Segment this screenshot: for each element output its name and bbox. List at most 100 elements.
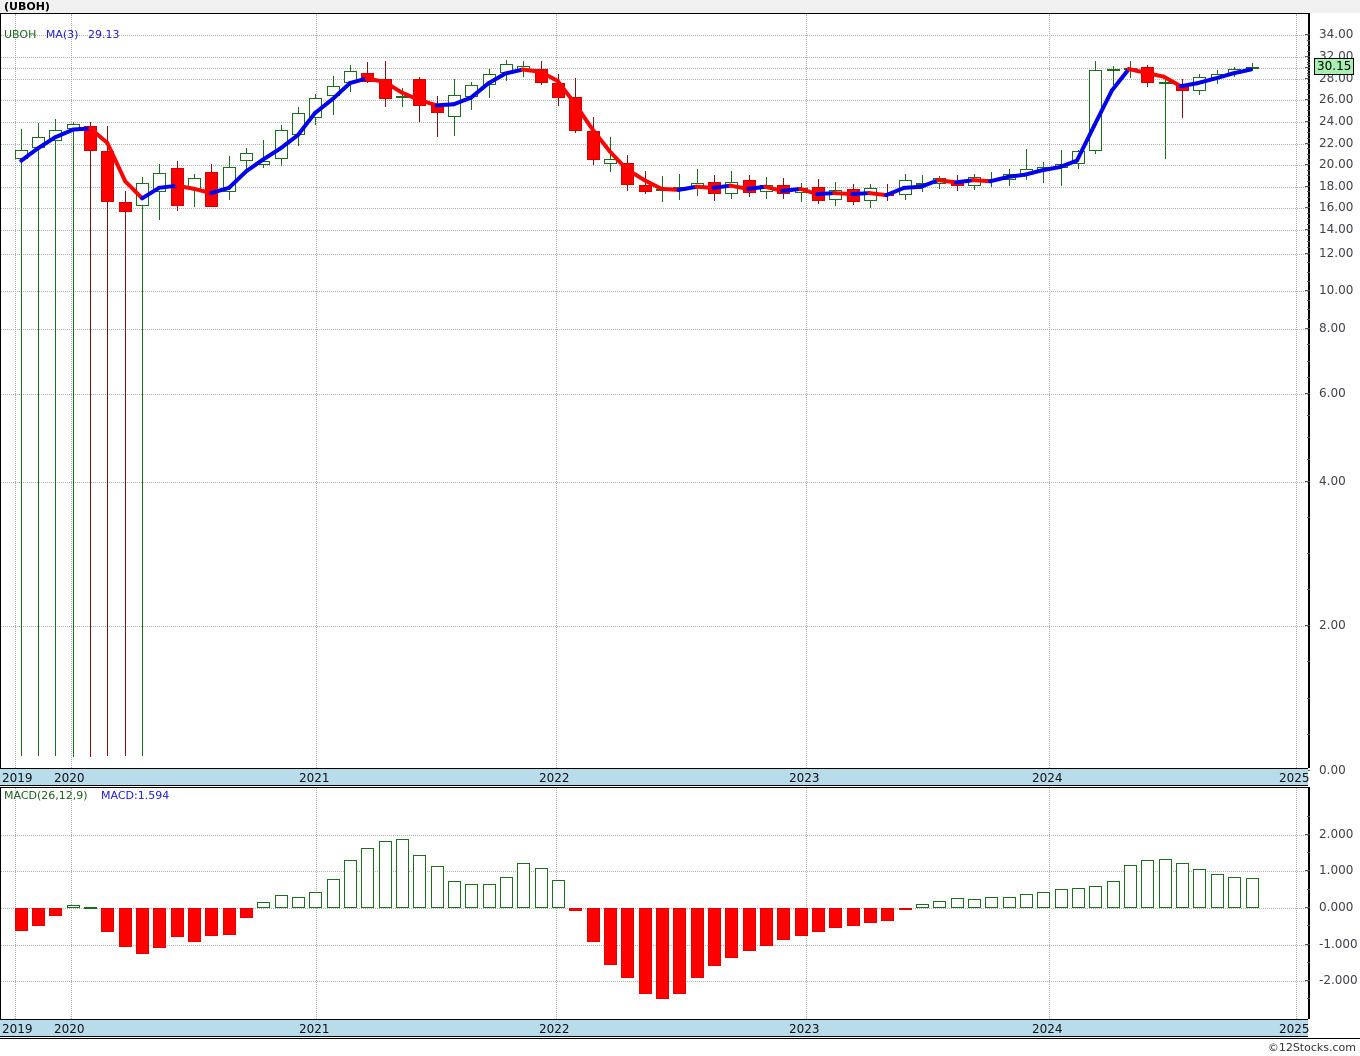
y-axis-minor-tick <box>1307 110 1310 111</box>
macd-bar <box>1124 865 1137 908</box>
macd-bar <box>933 901 946 908</box>
y-axis-label: 2.00 <box>1319 618 1346 632</box>
y-axis-label: 14.00 <box>1319 222 1354 236</box>
macd-bar <box>812 908 825 933</box>
macd-bar <box>257 901 270 908</box>
y-axis-minor-tick <box>1307 517 1310 518</box>
macd-bar <box>968 898 981 908</box>
y-axis-minor-tick <box>1307 121 1310 122</box>
y-axis-minor-tick <box>1307 153 1310 155</box>
y-axis-label: 18.00 <box>1319 179 1354 193</box>
gridline-vertical <box>1296 788 1297 1019</box>
price-y-axis: 30.15 34.0032.0030.0028.0026.0024.0022.0… <box>1305 13 1360 776</box>
macd-y-minor-tick <box>1307 925 1310 927</box>
y-axis-minor-tick <box>1307 201 1310 203</box>
macd-bar <box>604 908 617 965</box>
y-axis-minor-tick <box>1307 437 1310 438</box>
gridline <box>1 100 1308 101</box>
gridline <box>1 626 1308 627</box>
macd-bar <box>15 908 28 931</box>
y-axis-minor-tick <box>1307 78 1310 79</box>
macd-legend: MACD(26,12,9) MACD:1.594 <box>4 790 169 802</box>
y-axis-minor-tick <box>1307 143 1310 144</box>
gridline <box>1 144 1308 145</box>
bottom-divider <box>0 1038 1360 1039</box>
macd-bar <box>673 908 686 995</box>
y-axis-minor-tick <box>1307 158 1310 160</box>
y-axis-minor-tick <box>1307 75 1310 77</box>
gridline <box>1 908 1308 909</box>
y-axis-minor-tick <box>1307 104 1310 106</box>
gridline <box>1 871 1308 873</box>
macd-bar <box>84 906 97 909</box>
macd-bar <box>517 862 530 908</box>
price-gridlines <box>1 14 1308 768</box>
y-axis-label: 8.00 <box>1319 321 1346 335</box>
gridline <box>1 208 1308 209</box>
macd-bar <box>552 880 565 908</box>
macd-bar <box>431 865 444 908</box>
x-axis-label: 2023 <box>789 771 820 785</box>
candle-body <box>240 153 253 161</box>
macd-bar <box>483 884 496 908</box>
y-axis-minor-tick <box>1307 99 1310 100</box>
gridline <box>1 329 1308 330</box>
gridline-vertical <box>316 14 317 768</box>
candle-wick <box>125 191 126 757</box>
macd-bar <box>1089 886 1102 908</box>
y-axis-label: 34.00 <box>1319 27 1354 41</box>
macd-bar <box>32 908 45 927</box>
macd-y-minor-tick <box>1307 980 1310 982</box>
macd-bar <box>1020 894 1033 908</box>
y-axis-minor-tick <box>1307 64 1310 66</box>
gridline <box>1 122 1308 123</box>
macd-bar <box>881 908 894 922</box>
y-axis-minor-tick <box>1307 589 1310 590</box>
y-axis-minor-tick <box>1307 344 1310 346</box>
x-axis-label: 2021 <box>299 771 330 785</box>
y-axis-minor-tick <box>1307 56 1310 57</box>
gridline-vertical <box>71 788 72 1019</box>
y-axis-minor-tick <box>1307 318 1310 320</box>
y-axis-label: 20.00 <box>1319 157 1354 171</box>
macd-bar <box>916 904 929 908</box>
macd-legend-value: MACD:1.594 <box>101 789 170 802</box>
macd-bar <box>864 908 877 924</box>
macd-bar <box>101 908 114 933</box>
y-axis-minor-tick <box>1307 196 1310 198</box>
y-axis-label: 0.00 <box>1319 763 1346 777</box>
gridline <box>1 482 1308 483</box>
macd-bar <box>309 891 322 908</box>
y-axis-minor-tick <box>1307 229 1310 230</box>
macd-bar <box>171 908 184 938</box>
macd-y-minor-tick <box>1307 870 1310 872</box>
y-axis-minor-tick <box>1307 328 1310 329</box>
x-axis-label: 2019 <box>2 771 33 785</box>
y-axis-minor-tick <box>1307 126 1310 128</box>
macd-bar <box>777 908 790 940</box>
macd-bar <box>344 859 357 908</box>
macd-bar <box>205 908 218 936</box>
macd-bar <box>691 908 704 978</box>
y-axis-minor-tick <box>1307 50 1310 52</box>
price-chart-panel[interactable]: UBOH MA(3) 29.13 <box>0 13 1308 768</box>
gridline-vertical <box>556 14 557 768</box>
y-axis-minor-tick <box>1307 299 1310 301</box>
macd-chart-panel[interactable]: MACD(26,12,9) MACD:1.594 <box>0 787 1308 1019</box>
candle-wick <box>55 118 56 757</box>
macd-y-minor-tick <box>1307 998 1310 1000</box>
price-legend: UBOH MA(3) 29.13 <box>4 29 119 41</box>
y-axis-label: 12.00 <box>1319 246 1354 260</box>
y-axis-minor-tick <box>1307 83 1310 85</box>
macd-bar <box>223 908 236 936</box>
y-axis-minor-tick <box>1307 34 1310 35</box>
legend-symbol: UBOH <box>4 28 37 41</box>
candle-body <box>639 184 652 193</box>
candle-wick <box>38 123 39 757</box>
candle-wick <box>21 128 22 757</box>
macd-y-label: 2.000 <box>1319 826 1354 841</box>
y-axis-minor-tick <box>1307 376 1310 378</box>
candle-wick <box>887 183 888 201</box>
macd-bar <box>448 880 461 908</box>
y-axis-minor-tick <box>1307 241 1310 242</box>
